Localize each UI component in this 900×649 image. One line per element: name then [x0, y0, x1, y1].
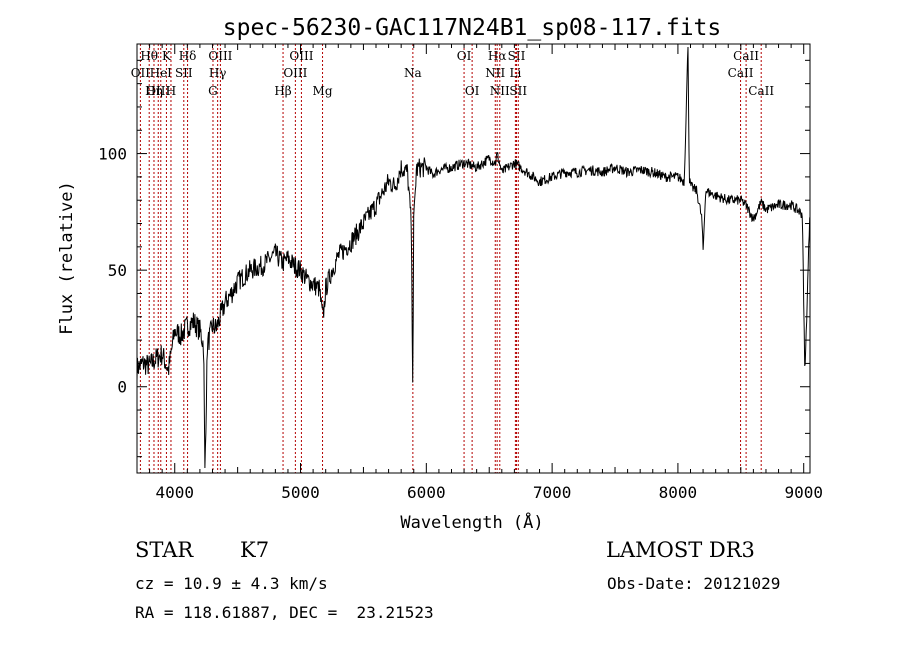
line-marker-label: SII — [509, 84, 527, 98]
x-axis-label: Wavelength (Å) — [400, 511, 543, 533]
x-axis-ticks: 4000 5000 6000 7000 8000 9000 — [136, 44, 823, 502]
line-marker-label: Li — [509, 66, 521, 80]
coordinates-text: RA = 118.61887, DEC = 23.21523 — [135, 603, 434, 622]
line-marker-label: OI — [457, 49, 472, 63]
subclass: K7 — [240, 538, 270, 562]
line-marker-label: Hη — [145, 84, 163, 98]
line-marker-label: Hθ — [140, 49, 158, 63]
line-marker-label: H — [166, 84, 176, 98]
line-marker-label: OI — [465, 84, 480, 98]
y-tick-label: 50 — [108, 261, 127, 280]
line-marker-label: CaII — [733, 49, 759, 63]
line-marker-label: Hδ — [179, 49, 197, 63]
line-marker-label: K — [162, 49, 172, 63]
line-marker-label: CaII — [728, 66, 754, 80]
x-tick-label: 8000 — [659, 483, 698, 502]
object-class: STAR — [135, 538, 194, 562]
line-marker-label: OIII — [289, 49, 313, 63]
survey-name: LAMOST DR3 — [606, 538, 755, 562]
line-marker-label: Hα — [488, 49, 507, 63]
y-tick-label: 100 — [98, 145, 127, 164]
y-axis-ticks: 0 50 100 — [98, 59, 810, 458]
x-tick-label: 6000 — [407, 483, 446, 502]
spectrum-line — [136, 46, 811, 469]
line-markers: Hθ OII OIII K HeI Hη SII H Hδ OIII Hγ G OIII OIII Hβ Mg… — [131, 44, 774, 473]
redshift-text: cz = 10.9 ± 4.3 km/s — [135, 574, 328, 593]
spectrum-series — [136, 46, 811, 469]
line-marker-label: OIII — [283, 66, 307, 80]
x-tick-label: 4000 — [155, 483, 194, 502]
line-marker-label: HeI — [150, 66, 173, 80]
line-marker-label: NII — [485, 66, 505, 80]
plot-frame — [136, 43, 811, 474]
line-marker-label: SII — [175, 66, 193, 80]
x-tick-label: 5000 — [281, 483, 320, 502]
x-tick-label: 7000 — [533, 483, 572, 502]
y-tick-label: 0 — [117, 378, 127, 397]
line-marker-label: NII — [490, 84, 510, 98]
line-marker-label: G — [208, 84, 218, 98]
line-marker-label: OIII — [146, 84, 170, 98]
line-marker-label: Mg — [313, 84, 333, 98]
obs-date-text: Obs-Date: 20121029 — [607, 574, 781, 593]
line-marker-label: OII — [131, 66, 151, 80]
chart-title: spec-56230-GAC117N24B1_sp08-117.fits — [223, 15, 722, 41]
line-marker-label: Hβ — [274, 84, 291, 98]
line-marker-label: OIII — [208, 49, 232, 63]
line-marker-label: SII — [508, 49, 526, 63]
y-axis-label: Flux (relative) — [57, 181, 77, 335]
x-tick-label: 9000 — [784, 483, 823, 502]
line-marker-label: CaII — [748, 84, 774, 98]
line-marker-label: Hγ — [209, 66, 227, 80]
line-marker-label: Na — [404, 66, 422, 80]
